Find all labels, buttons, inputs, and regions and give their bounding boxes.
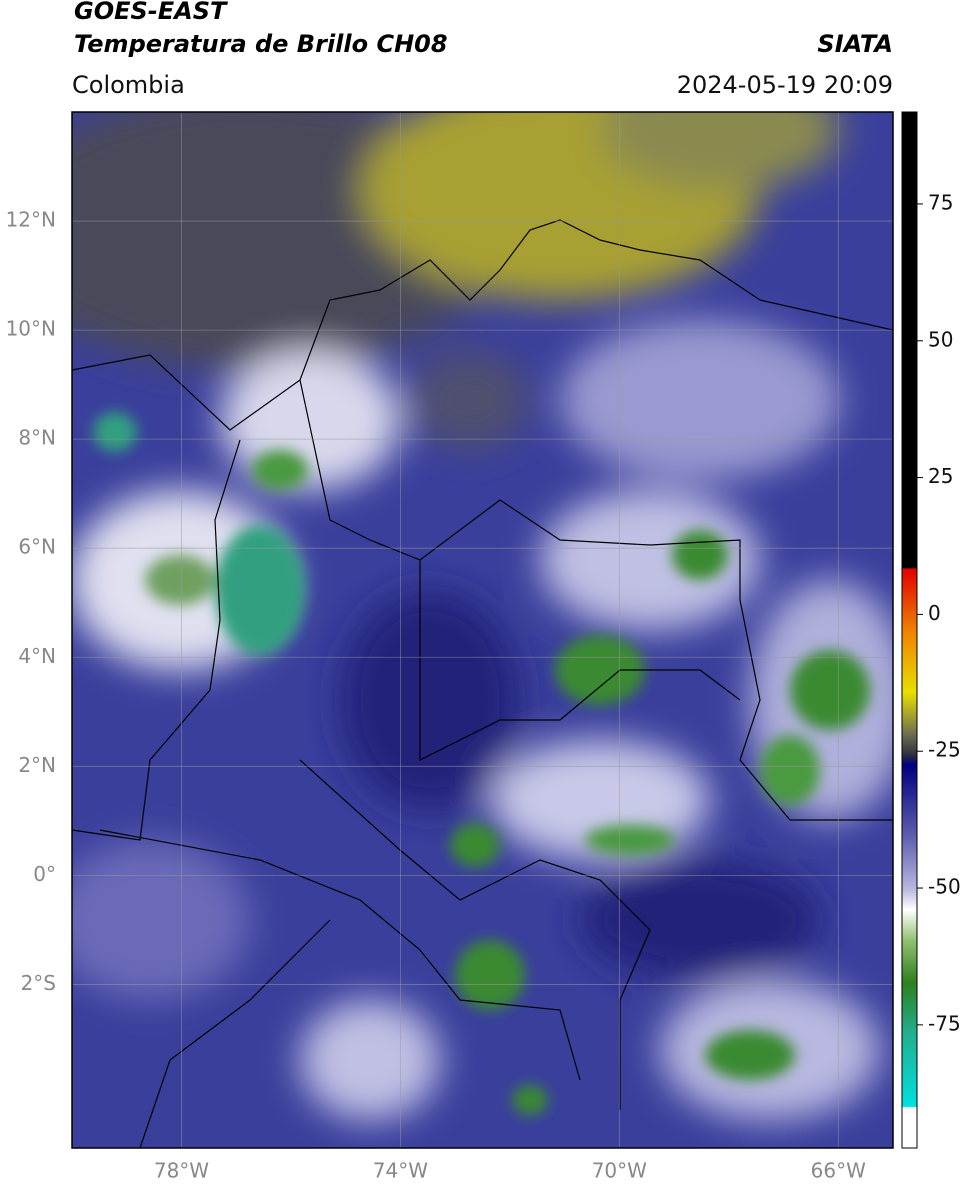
lon-tick-label: 66°W <box>811 1159 866 1183</box>
colorbar-tick-label: 25 <box>928 464 953 488</box>
region: Colombia <box>72 71 185 99</box>
colorbar-tick-label: 75 <box>928 190 953 214</box>
lat-tick-label: 6°N <box>18 535 56 559</box>
colorbar-tick-label: 50 <box>928 327 953 351</box>
lat-tick-label: 12°N <box>6 208 56 232</box>
source: SIATA <box>817 30 893 58</box>
lat-tick-label: 8°N <box>18 426 56 450</box>
lat-tick-label: 2°S <box>21 971 56 995</box>
title: GOES-EAST <box>74 0 228 25</box>
colorbar-tick-label: 0 <box>928 601 941 625</box>
subtitle: Temperatura de Brillo CH08 <box>74 30 448 58</box>
lat-tick-label: 0° <box>33 862 56 886</box>
satellite-image <box>72 112 893 1148</box>
map-frame <box>71 111 894 1149</box>
colorbar-tick-label: -25 <box>928 738 961 762</box>
datetime: 2024-05-19 20:09 <box>677 71 893 99</box>
colorbar-tick-label: -50 <box>928 875 961 899</box>
lat-tick-label: 4°N <box>18 644 56 668</box>
colorbar-tick-label: -75 <box>928 1011 961 1035</box>
lon-tick-label: 78°W <box>154 1159 209 1183</box>
lat-tick-label: 2°N <box>18 753 56 777</box>
lat-tick-label: 10°N <box>6 317 56 341</box>
colorbar <box>901 111 918 1149</box>
lon-tick-label: 70°W <box>592 1159 647 1183</box>
lon-tick-label: 74°W <box>373 1159 428 1183</box>
